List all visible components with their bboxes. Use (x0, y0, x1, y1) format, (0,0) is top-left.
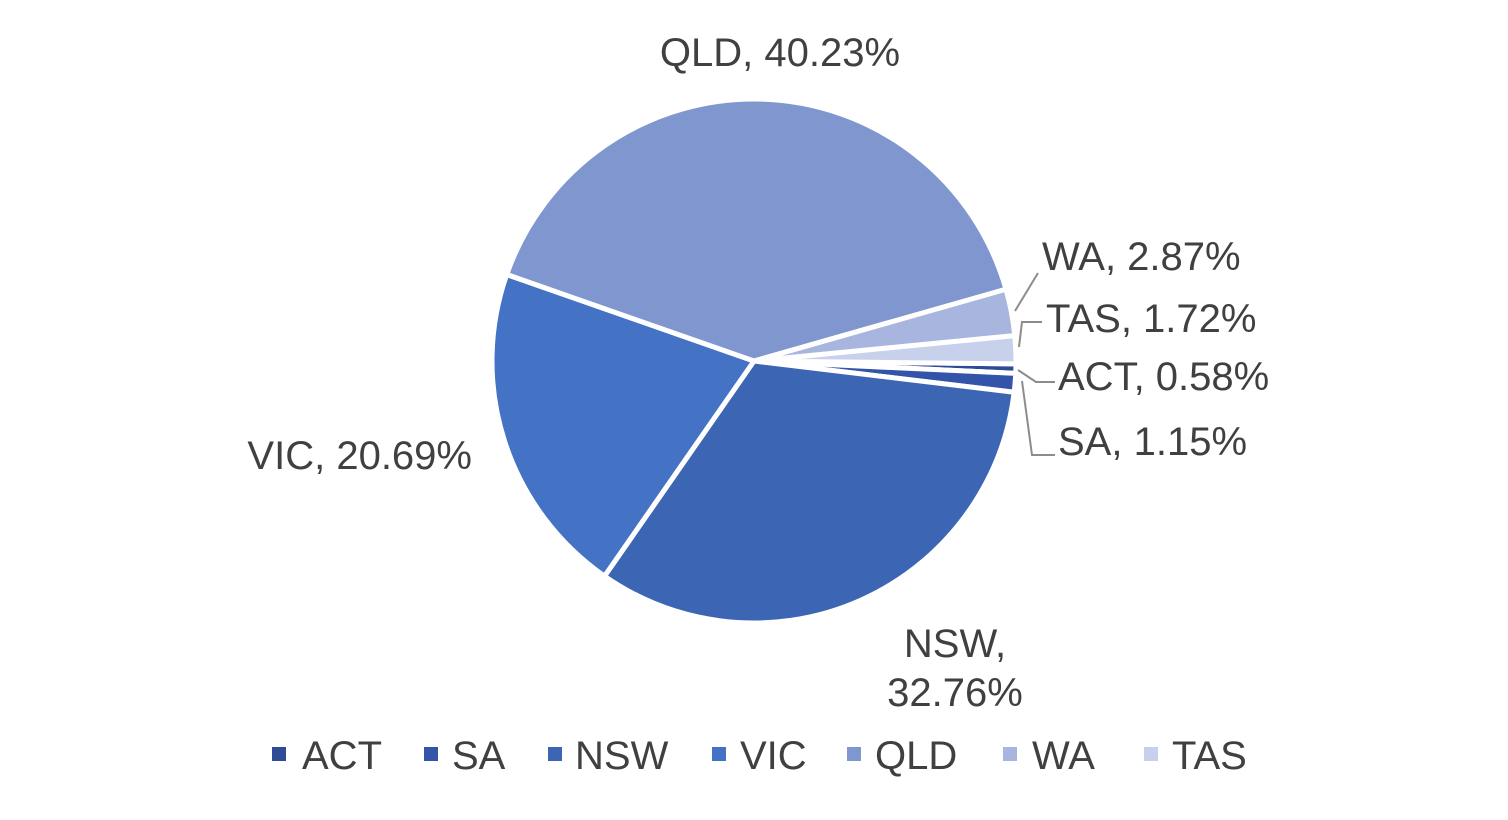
data-label-vic: VIC, 20.69% (247, 434, 472, 478)
legend-swatch-sa (424, 747, 438, 761)
legend-label-qld: QLD (875, 734, 957, 778)
pie-slice-tas (751, 333, 1019, 367)
legend-swatch-nsw (548, 747, 562, 761)
pie-slice-nsw (602, 358, 1017, 626)
legend-label-wa: WA (1032, 734, 1095, 778)
leader-line-wa (1014, 272, 1039, 312)
data-label-tas: TAS, 1.72% (1046, 297, 1256, 341)
legend-swatch-qld (847, 747, 861, 761)
legend-swatch-tas (1144, 747, 1158, 761)
legend-label-tas: TAS (1172, 734, 1247, 778)
leader-lines (1014, 272, 1055, 456)
data-label-nsw-value: 32.76% (887, 671, 1023, 715)
data-label-nsw-name: NSW, (904, 622, 1006, 666)
data-label-act: ACT, 0.58% (1058, 355, 1269, 399)
data-label-qld: QLD, 40.23% (660, 31, 900, 75)
legend-swatch-act (272, 747, 286, 761)
legend-item-tas: TAS (1144, 734, 1247, 778)
data-label-wa: WA, 2.87% (1042, 235, 1241, 279)
legend-swatch-wa (1003, 747, 1017, 761)
pie-slice-qld (504, 96, 1009, 364)
legend-label-nsw: NSW (575, 734, 669, 778)
pie-slices (489, 96, 1019, 626)
leader-line-act (1017, 369, 1055, 383)
leader-line-sa (1021, 380, 1055, 456)
legend-label-sa: SA (452, 734, 506, 778)
legend-item-nsw: NSW (548, 734, 669, 778)
legend-label-act: ACT (302, 734, 382, 778)
legend-item-wa: WA (1003, 734, 1095, 778)
legend-swatch-vic (712, 747, 726, 761)
legend-item-sa: SA (424, 734, 506, 778)
pie-slice-vic (489, 272, 757, 579)
data-label-sa: SA, 1.15% (1058, 420, 1247, 464)
legend-item-act: ACT (272, 734, 382, 778)
legend-item-qld: QLD (847, 734, 957, 778)
leader-line-tas (1018, 321, 1042, 348)
legend: ACT SA NSW VIC QLD WA TAS (272, 734, 1247, 778)
legend-item-vic: VIC (712, 734, 807, 778)
legend-label-vic: VIC (740, 734, 807, 778)
